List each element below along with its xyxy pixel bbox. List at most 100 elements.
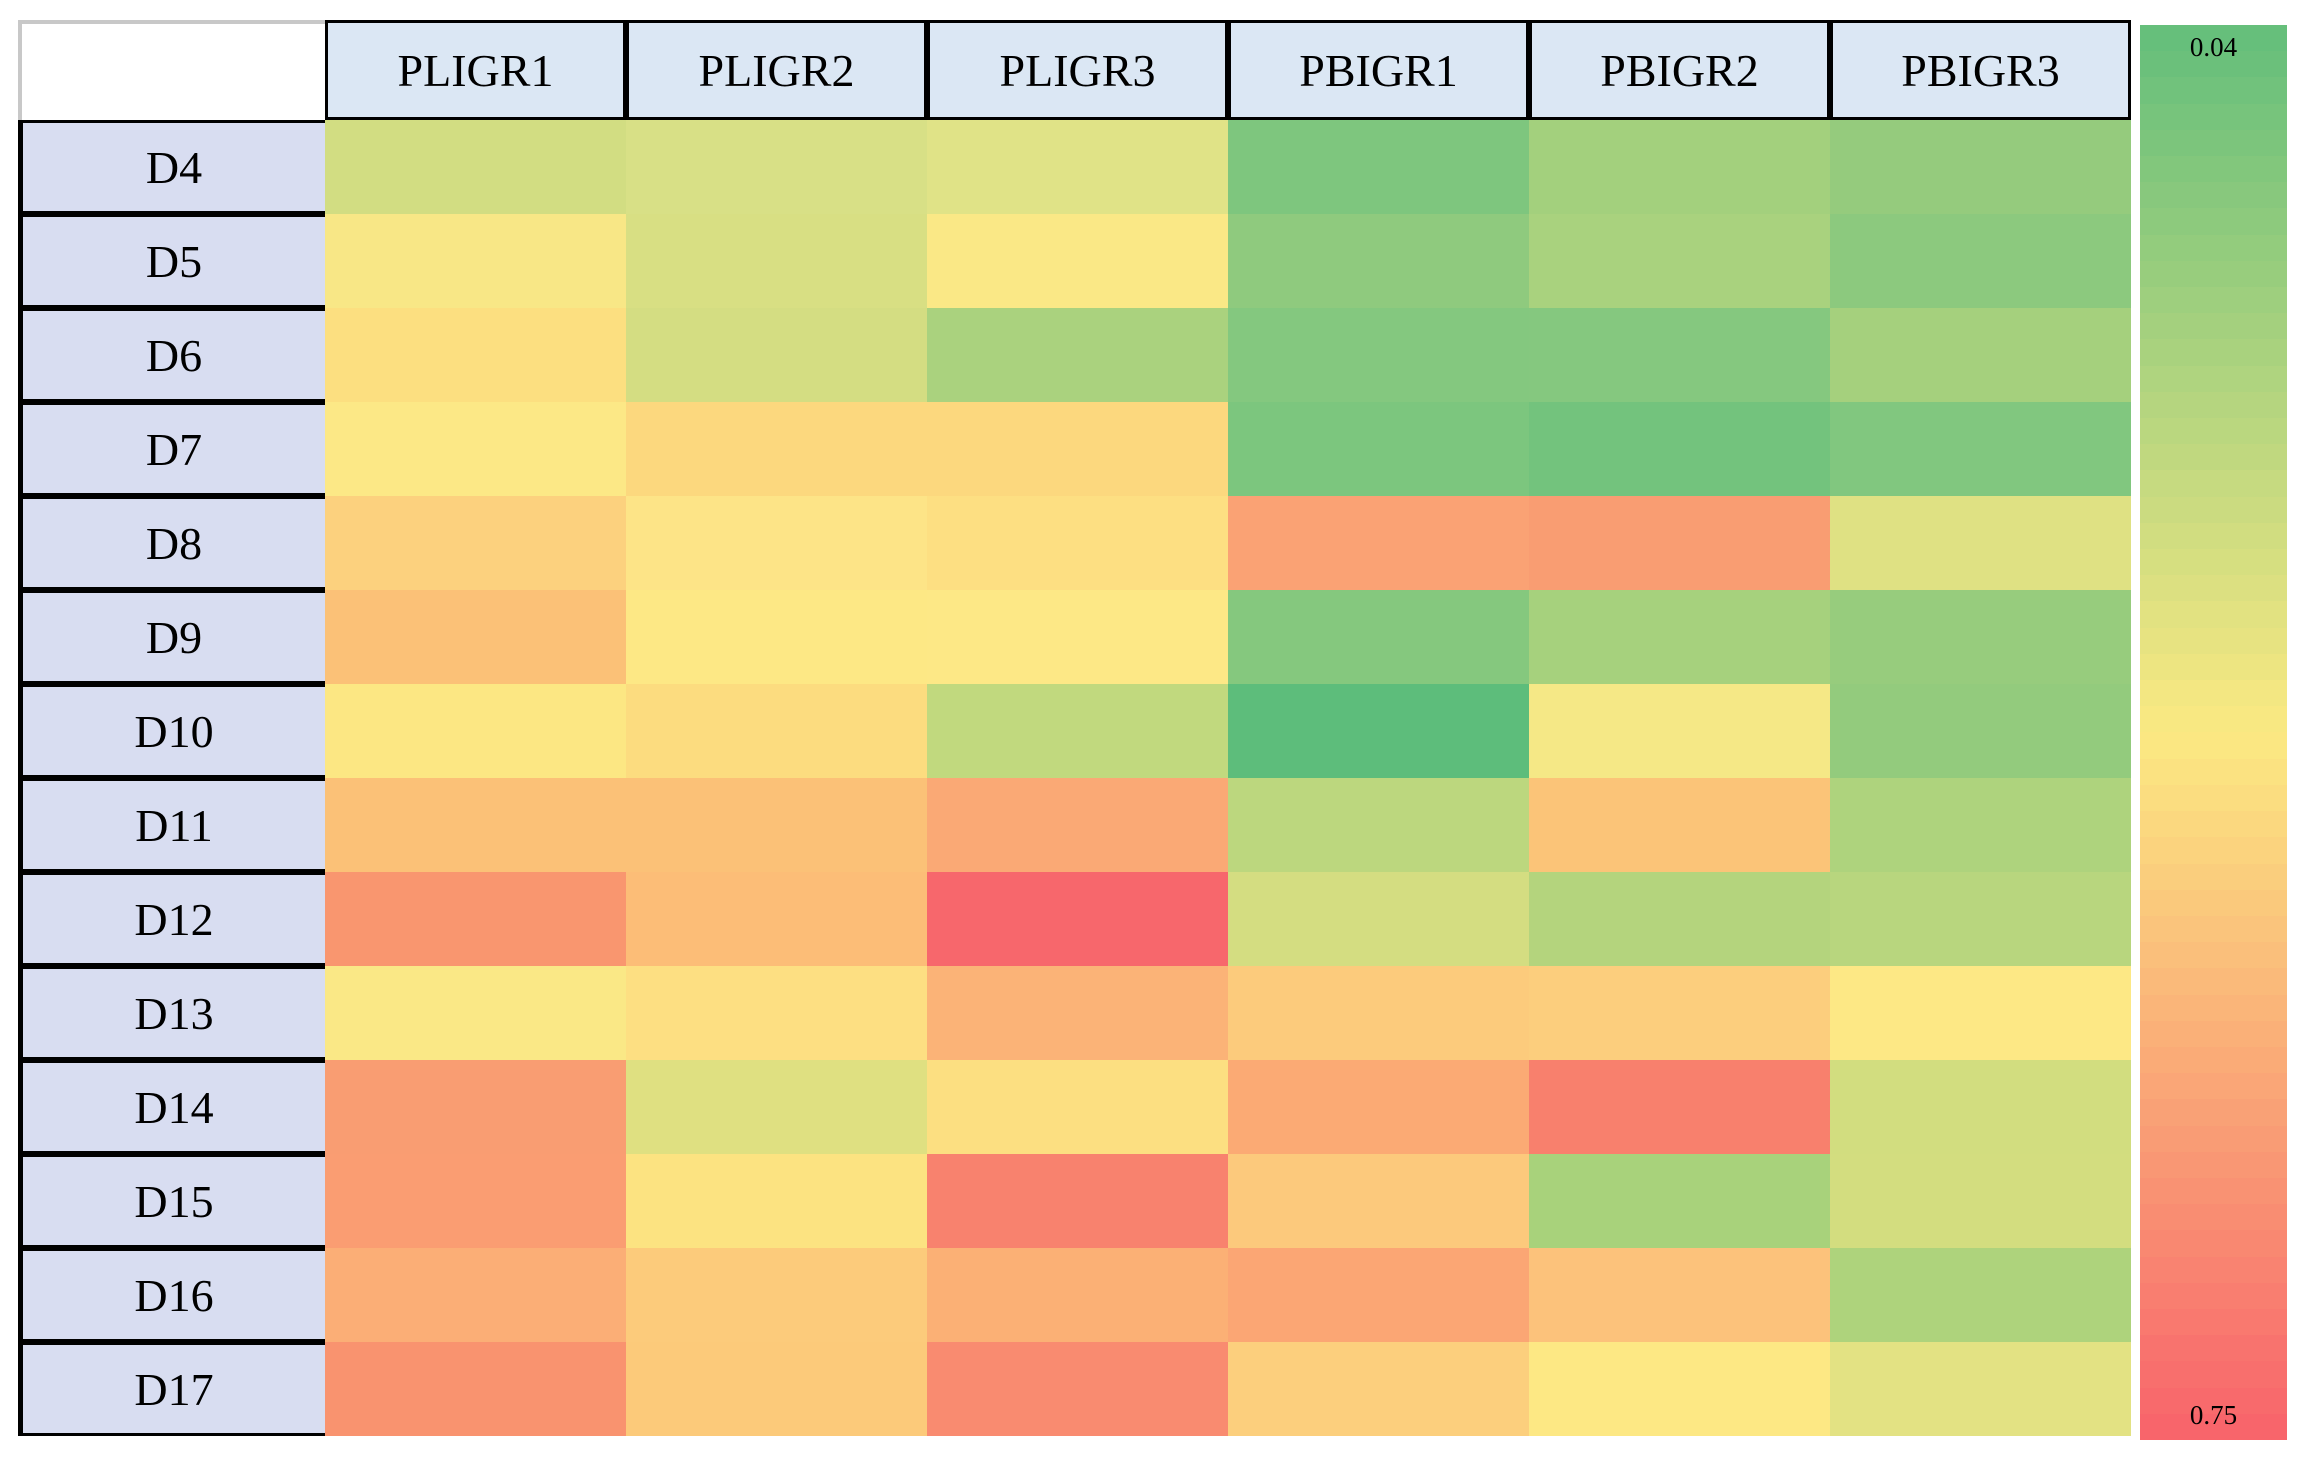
- heatmap-cell: [1529, 214, 1830, 308]
- colorbar-band: [2140, 103, 2287, 130]
- colorbar-band: [2140, 758, 2287, 785]
- colorbar-band: [2140, 784, 2287, 812]
- colorbar-band: [2140, 1256, 2287, 1283]
- heatmap-cell: [1228, 872, 1529, 966]
- heatmap-cell: [1830, 402, 2131, 496]
- colorbar-band: [2140, 601, 2287, 628]
- colorbar-band: [2140, 1413, 2287, 1440]
- heatmap-cell: [626, 1060, 927, 1154]
- heatmap-cell: [1529, 402, 1830, 496]
- heatmap-cell: [1830, 496, 2131, 590]
- heatmap-cell: [927, 1060, 1228, 1154]
- colorbar-band: [2140, 732, 2287, 759]
- colorbar-band: [2140, 1387, 2287, 1414]
- row-label: D11: [18, 778, 325, 872]
- heatmap-cell: [325, 120, 626, 214]
- heatmap-cell: [1830, 590, 2131, 684]
- colorbar-band: [2140, 365, 2287, 392]
- row-label: D6: [18, 308, 325, 402]
- heatmap-cell: [1529, 1060, 1830, 1154]
- heatmap-cell: [927, 966, 1228, 1060]
- heatmap-cell: [927, 402, 1228, 496]
- colorbar-band: [2140, 1099, 2287, 1126]
- heatmap-cell: [1830, 120, 2131, 214]
- colorbar-band: [2140, 942, 2287, 969]
- colorbar-band: [2140, 129, 2287, 157]
- colorbar-band: [2140, 863, 2287, 890]
- colorbar-band: [2140, 77, 2287, 104]
- colorbar-band: [2140, 182, 2287, 209]
- heatmap-cell: [927, 1154, 1228, 1248]
- heatmap-cell: [1830, 684, 2131, 778]
- heatmap-cell: [1228, 214, 1529, 308]
- colorbar-band: [2140, 575, 2287, 602]
- colorbar-band: [2140, 968, 2287, 995]
- heatmap-cell: [325, 872, 626, 966]
- colorbar-band: [2140, 234, 2287, 261]
- colorbar-band: [2140, 208, 2287, 235]
- colorbar-band: [2140, 51, 2287, 78]
- heatmap-cell: [927, 590, 1228, 684]
- heatmap-table: PLIGR1 PLIGR2 PLIGR3 PBIGR1 PBIGR2 PBIGR3 D4 D5…: [18, 20, 2131, 1436]
- colorbar-band: [2140, 706, 2287, 733]
- row-label: D16: [18, 1248, 325, 1342]
- column-header: PBIGR3: [1830, 20, 2131, 120]
- heatmap-cell: [325, 308, 626, 402]
- colorbar-band: [2140, 260, 2287, 288]
- colorbar-band: [2140, 1335, 2287, 1362]
- heatmap-cell: [325, 1342, 626, 1436]
- heatmap-cell: [626, 214, 927, 308]
- heatmap-cell: [325, 778, 626, 872]
- heatmap-cell: [1228, 778, 1529, 872]
- heatmap-cell: [927, 872, 1228, 966]
- colorbar-band: [2140, 549, 2287, 576]
- heatmap-cell: [325, 496, 626, 590]
- row-label: D13: [18, 966, 325, 1060]
- heatmap-cell: [325, 214, 626, 308]
- heatmap-cell: [325, 684, 626, 778]
- heatmap-cell: [1228, 308, 1529, 402]
- colorbar-band: [2140, 1046, 2287, 1074]
- colorbar-band: [2140, 313, 2287, 340]
- row-label: D14: [18, 1060, 325, 1154]
- row-label: D12: [18, 872, 325, 966]
- heatmap-cell: [1228, 684, 1529, 778]
- row-label: D8: [18, 496, 325, 590]
- row-label: D5: [18, 214, 325, 308]
- heatmap-cell: [626, 872, 927, 966]
- heatmap-cell: [626, 684, 927, 778]
- heatmap-cell: [626, 120, 927, 214]
- heatmap-cell: [1228, 590, 1529, 684]
- colorbar-band: [2140, 470, 2287, 497]
- row-label: D10: [18, 684, 325, 778]
- heatmap-cell: [1529, 1248, 1830, 1342]
- heatmap-cell: [1830, 1248, 2131, 1342]
- colorbar-band: [2140, 287, 2287, 314]
- heatmap-cell: [1529, 1154, 1830, 1248]
- heatmap-cell: [1529, 778, 1830, 872]
- heatmap-cell: [626, 966, 927, 1060]
- colorbar-band: [2140, 994, 2287, 1021]
- colorbar-band: [2140, 496, 2287, 523]
- heatmap-cell: [927, 778, 1228, 872]
- row-label: D17: [18, 1342, 325, 1436]
- heatmap-cell: [1228, 1060, 1529, 1154]
- colorbar-band: [2140, 339, 2287, 366]
- colorbar-band: [2140, 418, 2287, 445]
- heatmap-cell: [626, 590, 927, 684]
- column-header: PLIGR1: [325, 20, 626, 120]
- column-header: PBIGR1: [1228, 20, 1529, 120]
- colorbar-band: [2140, 25, 2287, 52]
- heatmap-cell: [626, 1342, 927, 1436]
- heatmap-cell: [927, 214, 1228, 308]
- heatmap-cell: [927, 120, 1228, 214]
- heatmap-cell: [1529, 1342, 1830, 1436]
- heatmap-cell: [927, 496, 1228, 590]
- heatmap-cell: [626, 1248, 927, 1342]
- colorbar-band: [2140, 1073, 2287, 1100]
- colorbar-band: [2140, 1230, 2287, 1257]
- colorbar-band: [2140, 1125, 2287, 1152]
- colorbar-band: [2140, 391, 2287, 419]
- heatmap-cell: [325, 1248, 626, 1342]
- colorbar-band: [2140, 1361, 2287, 1388]
